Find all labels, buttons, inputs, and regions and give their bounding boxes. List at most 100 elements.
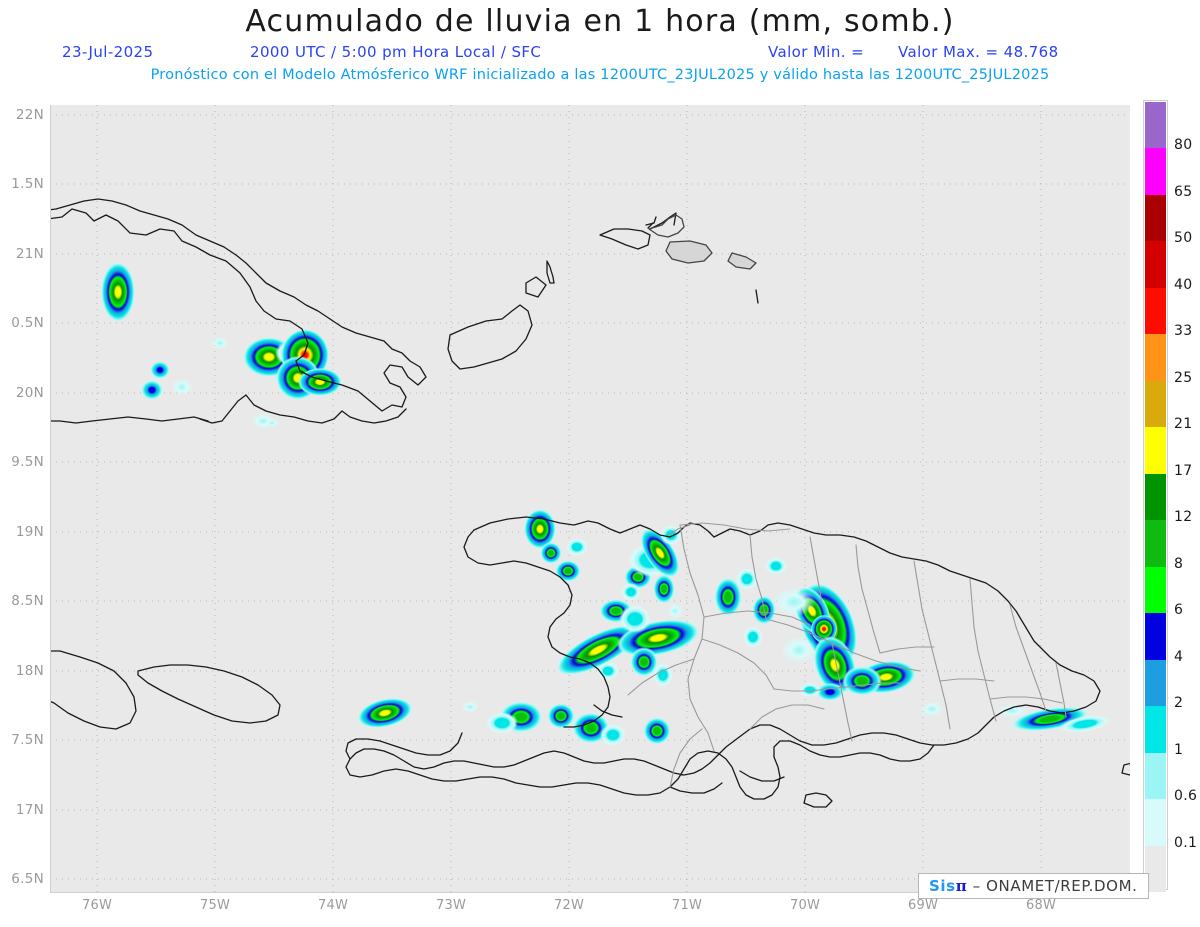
- page-title: Acumulado de lluvia en 1 hora (mm, somb.…: [245, 4, 955, 39]
- island-gonave: [137, 664, 281, 724]
- x-axis-tick: 75W: [200, 898, 230, 913]
- colorbar-tick: 2: [1174, 695, 1184, 711]
- colorbar-band: [1145, 753, 1166, 799]
- colorbar-band: [1145, 427, 1166, 474]
- x-axis-tick: 69W: [908, 898, 938, 913]
- rainfall-colorbar[interactable]: [1143, 100, 1168, 892]
- island-mona: [1121, 762, 1130, 776]
- colorbar-tick: 4: [1174, 649, 1184, 665]
- y-axis-tick: 19N: [15, 524, 44, 540]
- x-axis-tick: 71W: [672, 898, 702, 913]
- value-min-label: Valor Min. =: [768, 43, 865, 61]
- colorbar-tick: 40: [1174, 277, 1193, 293]
- watermark-sis: Sis: [929, 877, 956, 895]
- colorbar-band: [1145, 148, 1166, 195]
- province-boundaries: [627, 522, 1067, 788]
- colorbar-band: [1145, 846, 1166, 892]
- coastline-cuba-south-shelf: [50, 416, 209, 424]
- watermark-org: – ONAMET/REP.DOM.: [972, 877, 1138, 895]
- coastline-cuba-south: [245, 394, 407, 424]
- coastlines: [50, 198, 1130, 808]
- gridlines: [50, 105, 1130, 892]
- island-bahamas-c: [645, 216, 657, 226]
- x-axis-tick: 76W: [82, 898, 112, 913]
- y-axis-tick: 20N: [15, 385, 44, 401]
- island-turks: [727, 252, 757, 270]
- island-saona: [803, 792, 833, 808]
- x-axis-tick: 73W: [436, 898, 466, 913]
- coastline-haiti-north: [463, 529, 611, 728]
- colorbar-tick: 33: [1174, 323, 1193, 339]
- y-axis-tick: 1.5N: [11, 176, 44, 192]
- colorbar-band: [1145, 288, 1166, 334]
- coastline-detail-a: [593, 704, 623, 718]
- colorbar-tick: 6: [1174, 602, 1184, 618]
- y-axis-tick: 21N: [15, 246, 44, 262]
- colorbar-tick: 0.6: [1174, 788, 1198, 804]
- island-tiny-e: [755, 289, 759, 304]
- island-bahamas-b: [546, 260, 555, 284]
- colorbar-tick: 80: [1174, 137, 1193, 153]
- y-axis-tick: 9.5N: [11, 454, 44, 470]
- island-great-inagua: [447, 304, 533, 370]
- colorbar-tick: 50: [1174, 230, 1193, 246]
- coastline-eastern-cuba: [50, 198, 427, 412]
- island-bahamas-d: [649, 212, 677, 230]
- x-axis-tick: 68W: [1026, 898, 1056, 913]
- colorbar-band: [1145, 381, 1166, 427]
- colorbar-tick: 25: [1174, 370, 1193, 386]
- coastline-jamaica: [50, 650, 137, 730]
- colorbar-band: [1145, 241, 1166, 288]
- y-axis-tick: 7.5N: [11, 732, 44, 748]
- header: Acumulado de lluvia en 1 hora (mm, somb.…: [0, 0, 1200, 95]
- y-axis-tick: 6.5N: [11, 871, 44, 887]
- coastline-hispaniola: [345, 516, 1101, 800]
- island-caicos: [665, 240, 713, 264]
- y-axis-tick: 17N: [15, 802, 44, 818]
- map-canvas[interactable]: [50, 105, 1130, 892]
- colorbar-band: [1145, 474, 1166, 520]
- coastline-haiti-gonave-shore: [345, 732, 463, 760]
- y-axis-tick: 8.5N: [11, 593, 44, 609]
- colorbar-tick: 1: [1174, 742, 1184, 758]
- colorbar-band: [1145, 706, 1166, 753]
- rainfall-shading: [101, 262, 1111, 746]
- colorbar-band: [1145, 660, 1166, 706]
- colorbar-tick: 8: [1174, 556, 1184, 572]
- y-axis-tick: 22N: [15, 107, 44, 123]
- value-max-label: Valor Max. = 48.768: [898, 43, 1059, 61]
- agency-watermark: Sisπ – ONAMET/REP.DOM.: [918, 873, 1149, 899]
- colorbar-band: [1145, 334, 1166, 381]
- colorbar-band: [1145, 613, 1166, 660]
- coastline-cuba-sw: [199, 394, 247, 424]
- x-axis-tick: 74W: [318, 898, 348, 913]
- colorbar-tick: 65: [1174, 184, 1193, 200]
- model-info-line: Pronóstico con el Modelo Atmósferico WRF…: [150, 67, 1050, 83]
- island-little-inagua: [525, 276, 547, 298]
- y-axis-tick: 0.5N: [11, 315, 44, 331]
- coastline-detail-b: [739, 770, 785, 782]
- island-bahamas-tiny: [647, 222, 654, 229]
- colorbar-band: [1145, 520, 1166, 567]
- forecast-date: 23-Jul-2025: [62, 43, 154, 61]
- colorbar-band: [1145, 799, 1166, 846]
- colorbar-tick: 0.1: [1174, 835, 1198, 851]
- colorbar-tick: 17: [1174, 463, 1193, 479]
- plot-frame-left: [50, 105, 51, 892]
- plot-frame-bottom: [50, 892, 1130, 893]
- x-axis-tick: 72W: [554, 898, 584, 913]
- x-axis-tick: 70W: [790, 898, 820, 913]
- colorbar-band: [1145, 195, 1166, 241]
- map-plot-area[interactable]: 22N 1.5N 21N 0.5N 20N 9.5N 19N 8.5N 18N …: [11, 105, 1130, 913]
- colorbar-band: [1145, 567, 1166, 613]
- map-svg: [50, 105, 1130, 892]
- island-bahamas-a: [599, 228, 651, 250]
- colorbar-band: [1145, 102, 1166, 148]
- watermark-pi-icon: π: [955, 877, 968, 895]
- island-mayaguana: [648, 214, 685, 238]
- colorbar-tick: 12: [1174, 509, 1193, 525]
- coastline-dr-bay: [669, 782, 723, 794]
- colorbar-tick: 21: [1174, 416, 1193, 432]
- forecast-time: 2000 UTC / 5:00 pm Hora Local / SFC: [250, 43, 542, 61]
